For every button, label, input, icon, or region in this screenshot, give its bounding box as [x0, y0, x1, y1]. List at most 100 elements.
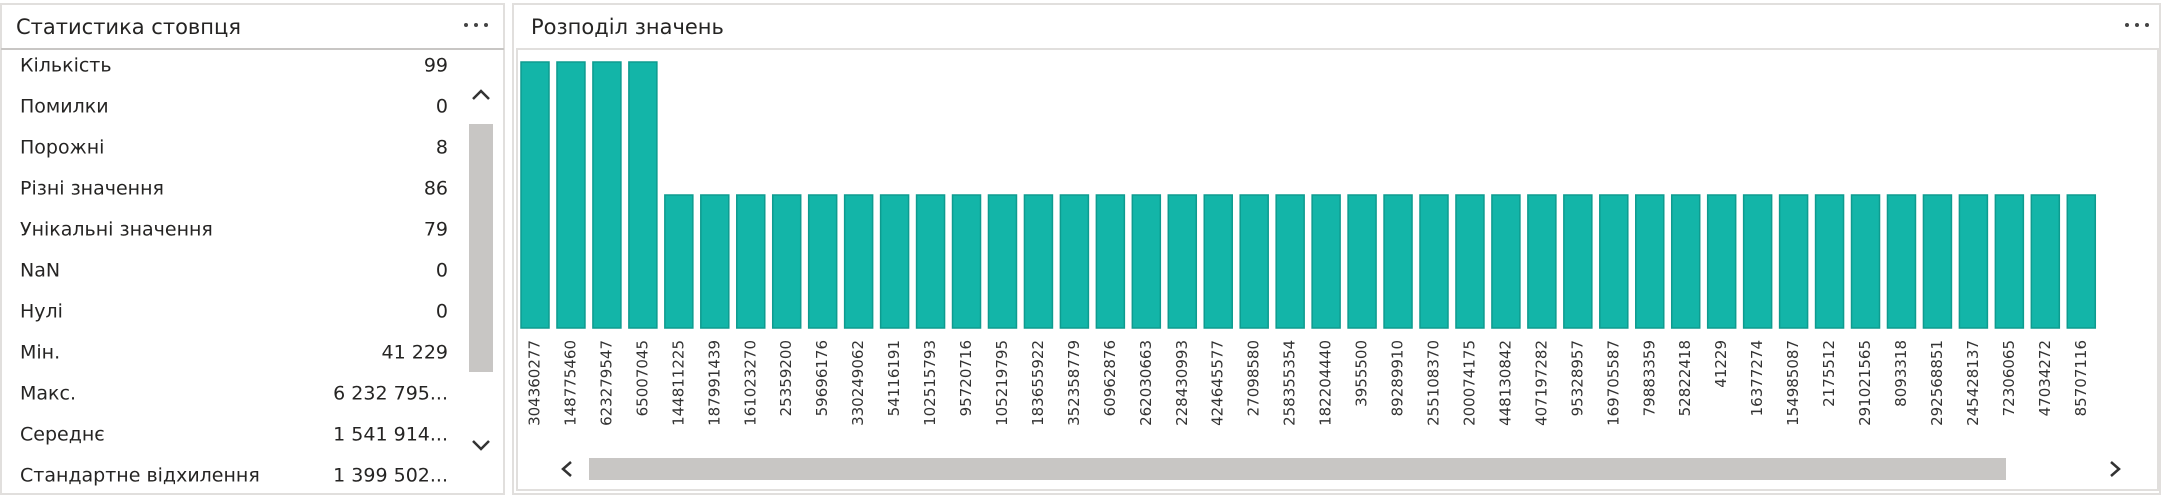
scroll-down[interactable] — [472, 440, 490, 451]
bar — [1814, 194, 1845, 329]
bar — [1167, 194, 1198, 329]
bar — [1742, 194, 1773, 329]
x-tick-label: 52822418 — [1676, 340, 1694, 416]
bar — [2030, 194, 2061, 329]
bar — [1527, 194, 1557, 329]
stat-label: NaN — [20, 260, 60, 282]
x-tick-label: 200074175 — [1460, 340, 1478, 426]
bar — [1635, 194, 1665, 329]
stat-label: Кількість — [20, 55, 112, 77]
x-tick-label: 95328957 — [1568, 340, 1586, 416]
x-tick-label: 105219795 — [993, 340, 1011, 426]
bar — [736, 194, 766, 329]
x-tick-label: 25359200 — [777, 340, 795, 416]
stat-value: 86 — [424, 178, 448, 200]
x-tick-label: 60962876 — [1101, 340, 1119, 416]
x-tick-label: 65007045 — [633, 340, 651, 416]
stat-label: Нулі — [20, 301, 63, 323]
bar — [915, 194, 946, 329]
x-tick-label: 291021565 — [1856, 340, 1874, 426]
bar — [664, 194, 694, 329]
x-tick-label: 3955500 — [1353, 340, 1371, 407]
x-tick-label: 154985087 — [1784, 340, 1802, 426]
bar — [1023, 194, 1054, 329]
stats-menu[interactable] — [464, 23, 488, 27]
stat-label: Стандартне відхилення — [20, 465, 260, 487]
bar — [520, 61, 550, 329]
stat-label: Різні значення — [20, 178, 164, 200]
stat-label: Мін. — [20, 342, 60, 364]
stats-scroll-thumb[interactable] — [469, 124, 493, 372]
stat-value: 1 541 914... — [333, 424, 448, 446]
bar — [987, 194, 1018, 329]
stat-value: 79 — [424, 219, 448, 241]
bar — [1203, 194, 1233, 329]
bar — [1599, 194, 1629, 329]
bar — [1131, 194, 1162, 329]
x-tick-label: 169705587 — [1604, 340, 1622, 426]
bar — [592, 61, 622, 329]
x-tick-label: 8093318 — [1892, 340, 1910, 407]
bar — [1886, 194, 1917, 329]
bar — [771, 194, 802, 329]
x-tick-label: 95720716 — [957, 340, 975, 416]
stat-value: 8 — [436, 137, 448, 159]
bar — [2066, 194, 2097, 329]
x-tick-label: 85707116 — [2072, 340, 2090, 416]
scroll-right[interactable] — [2110, 461, 2121, 477]
stat-value: 6 232 795... — [333, 383, 448, 405]
x-tick-label: 407197282 — [1532, 340, 1550, 426]
scroll-up[interactable] — [472, 89, 490, 100]
bar — [1095, 194, 1126, 329]
x-tick-label: 16377274 — [1748, 340, 1766, 416]
bar — [1275, 194, 1305, 329]
chart-title: Розподіл значень — [531, 15, 724, 39]
bar — [1958, 194, 1989, 329]
stat-value: 0 — [436, 260, 448, 282]
stat-value: 99 — [424, 55, 448, 77]
chart-menu[interactable] — [2125, 23, 2149, 27]
x-tick-label: 183655922 — [1029, 340, 1047, 426]
bar — [843, 194, 874, 329]
x-tick-label: 59696176 — [813, 340, 831, 416]
x-tick-label: 54116191 — [885, 340, 903, 416]
stat-value: 0 — [436, 301, 448, 323]
x-tick-label: 228430993 — [1173, 340, 1191, 426]
bar — [1778, 194, 1809, 329]
stat-label: Середнє — [20, 424, 105, 446]
bar — [1563, 194, 1593, 329]
bar — [1994, 194, 2025, 329]
x-tick-label: 262030663 — [1137, 340, 1155, 426]
x-tick-label: 161023270 — [741, 340, 759, 426]
bar — [951, 194, 982, 329]
x-tick-label: 448130842 — [1496, 340, 1514, 426]
x-tick-label: 47034272 — [2036, 340, 2054, 416]
bar — [1239, 194, 1269, 329]
x-tick-label: 187991439 — [705, 340, 723, 426]
x-tick-label: 144811225 — [669, 340, 687, 426]
bar — [1922, 194, 1953, 329]
scroll-left[interactable] — [561, 461, 572, 477]
stat-label: Помилки — [20, 96, 109, 118]
bar — [1706, 194, 1737, 329]
bar — [1347, 194, 1377, 329]
chart-scroll-thumb[interactable] — [589, 458, 2006, 480]
x-tick-label: 148775460 — [561, 340, 579, 426]
bar — [1670, 194, 1701, 329]
bar — [556, 61, 586, 329]
bar — [700, 194, 730, 329]
x-tick-label: 623279547 — [597, 340, 615, 426]
x-tick-label: 255108370 — [1425, 340, 1443, 426]
x-tick-label: 304360277 — [526, 340, 544, 426]
x-tick-label: 352358779 — [1065, 340, 1083, 426]
x-tick-label: 2175512 — [1820, 340, 1838, 407]
plot: 304360277 148775460 623279547 65007045 14481… — [520, 61, 2097, 426]
bar — [1419, 194, 1449, 329]
x-tick-label: 330249062 — [849, 340, 867, 426]
bar — [1059, 194, 1090, 329]
x-tick-label: 292568851 — [1928, 340, 1946, 426]
x-tick-label: 182204440 — [1317, 340, 1335, 426]
stats-title: Статистика стовпця — [16, 15, 241, 39]
stat-value: 0 — [436, 96, 448, 118]
